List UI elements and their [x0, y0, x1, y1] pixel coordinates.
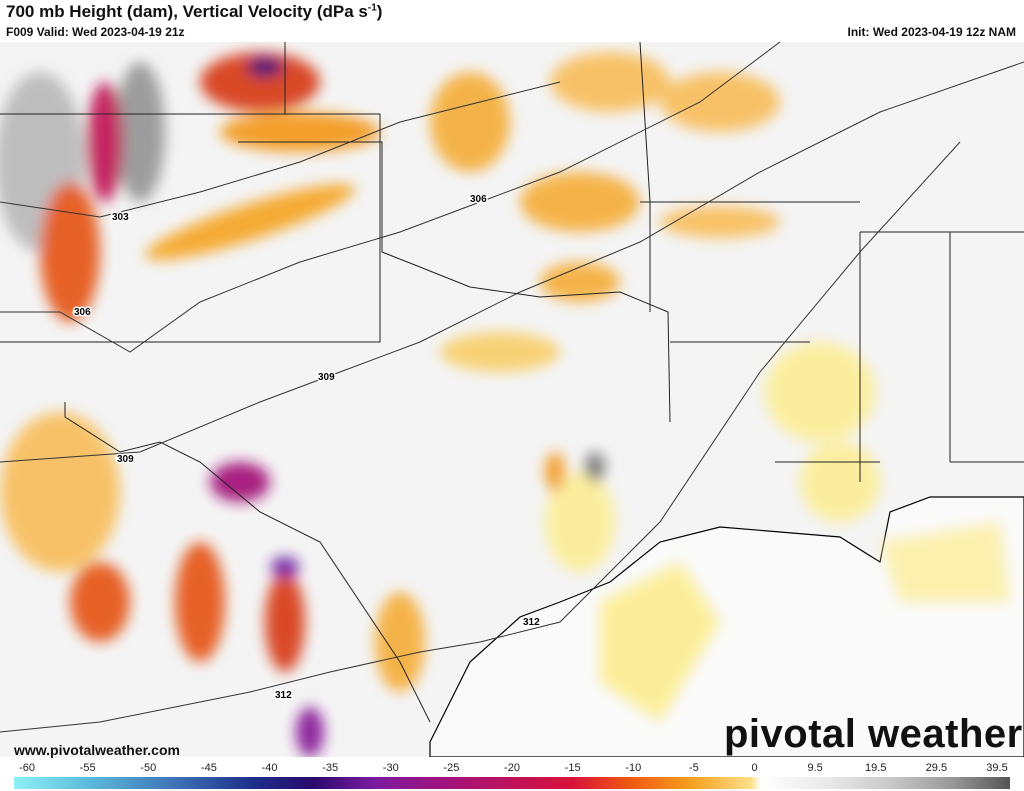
- site-watermark: www.pivotalweather.com: [14, 742, 180, 758]
- colorbar-label: -50: [140, 762, 157, 774]
- colorbar-label: -60: [19, 762, 35, 774]
- contour-label: 303: [112, 212, 129, 223]
- contour-label: 309: [117, 454, 134, 465]
- colorbar-label: -10: [625, 762, 642, 774]
- title-exponent: -1: [367, 2, 377, 14]
- colorbar-label: 39.5: [986, 762, 1008, 774]
- title: 700 mb Height (dam), Vertical Velocity (…: [6, 2, 382, 22]
- title-end: ): [376, 2, 383, 21]
- contour-label: 309: [318, 372, 335, 383]
- map: 303 306 306 309 309 312 312: [0, 42, 1024, 757]
- colorbar-label: 9.5: [807, 762, 823, 774]
- colorbar-label: -35: [322, 762, 339, 774]
- colorbar-label: 0: [751, 762, 758, 774]
- valid-time: F009 Valid: Wed 2023-04-19 21z: [6, 25, 185, 39]
- colorbar-label: 19.5: [865, 762, 887, 774]
- colorbar-label: -5: [688, 762, 699, 774]
- colorbar-label: -25: [443, 762, 460, 774]
- title-text: 700 mb Height (dam), Vertical Velocity (…: [6, 2, 368, 21]
- colorbar-label: -45: [200, 762, 217, 774]
- contour-labels: 303 306 306 309 309 312 312: [73, 193, 542, 703]
- colorbar-label: -15: [564, 762, 581, 774]
- colorbar-label: -20: [504, 762, 520, 774]
- colorbar-label: -55: [79, 762, 96, 774]
- contour-label: 312: [523, 617, 540, 628]
- contour-label: 306: [74, 307, 91, 318]
- init-time: Init: Wed 2023-04-19 12z NAM: [847, 25, 1017, 39]
- colorbar-label: -40: [261, 762, 278, 774]
- contour-label: 312: [275, 690, 292, 701]
- colorbar-label: -30: [382, 762, 399, 774]
- colorbar: [14, 777, 1010, 789]
- colorbar-label: 29.5: [925, 762, 948, 774]
- brand-watermark: pivotal weather: [724, 712, 1023, 756]
- contour-label: 306: [470, 194, 487, 205]
